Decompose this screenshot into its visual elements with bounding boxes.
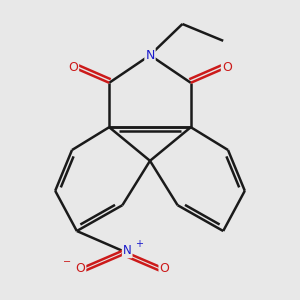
Text: +: + [135,238,143,249]
Text: O: O [68,61,78,74]
Text: O: O [222,61,232,74]
Text: O: O [160,262,169,275]
Text: O: O [76,262,85,275]
Text: N: N [145,49,155,62]
Text: N: N [123,244,132,257]
Text: −: − [63,256,71,267]
